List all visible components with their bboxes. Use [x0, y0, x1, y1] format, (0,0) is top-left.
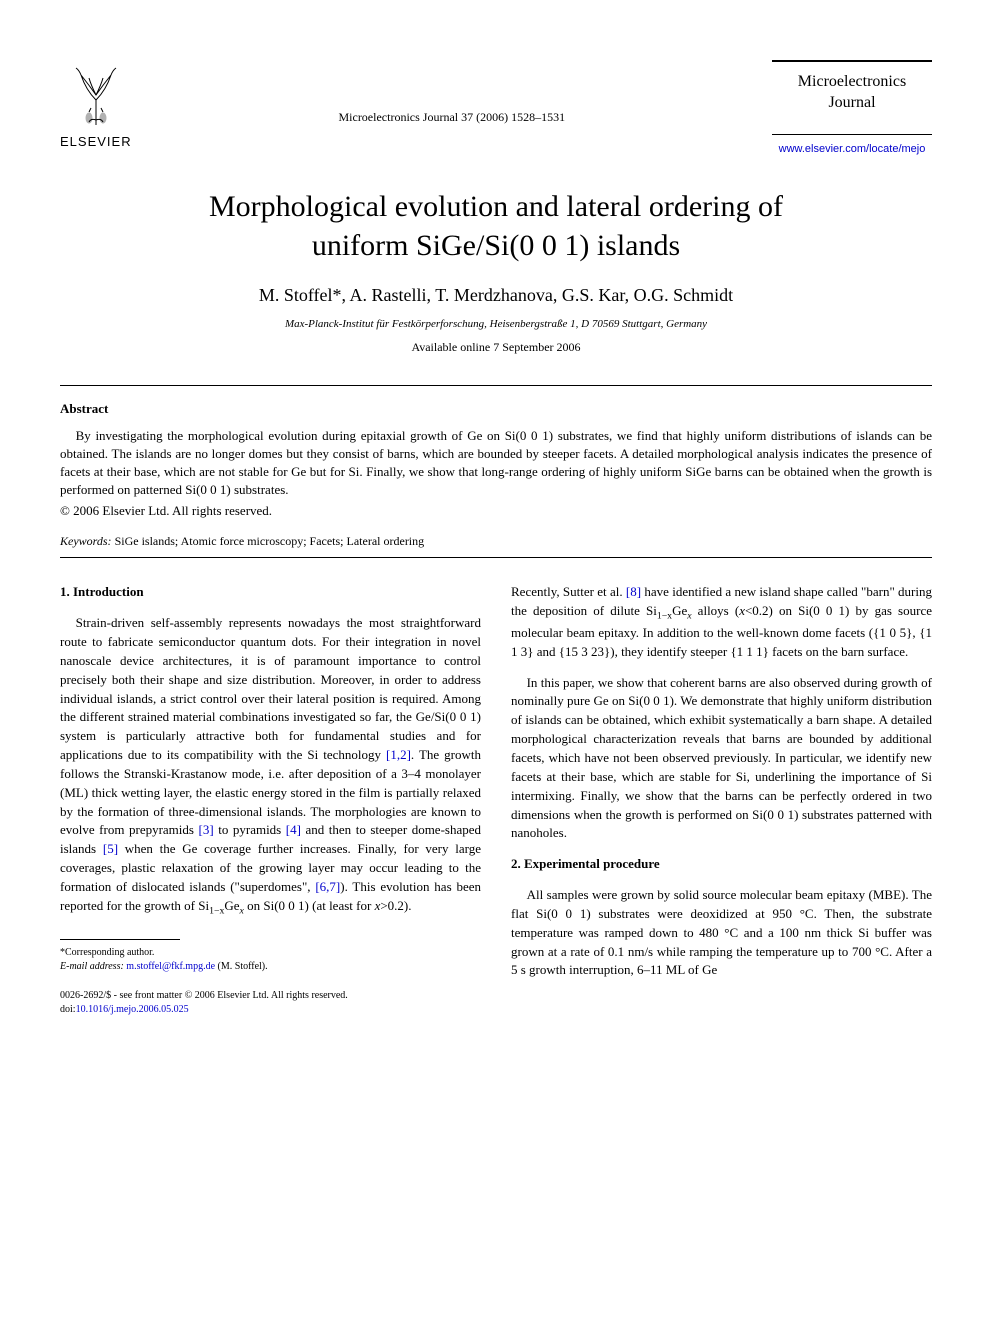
journal-title-block: Microelectronics Journal www.elsevier.co…	[772, 60, 932, 157]
journal-reference: Microelectronics Journal 37 (2006) 1528–…	[132, 60, 772, 125]
ref-link-1-2[interactable]: [1,2]	[386, 747, 411, 762]
corresponding-email-link[interactable]: m.stoffel@fkf.mpg.de	[126, 961, 215, 972]
section-2-heading: 2. Experimental procedure	[511, 855, 932, 874]
right-column: Recently, Sutter et al. [8] have identif…	[511, 583, 932, 1016]
divider	[60, 557, 932, 558]
footer-publication-info: 0026-2692/$ - see front matter © 2006 El…	[60, 989, 481, 1017]
section-1-heading: 1. Introduction	[60, 583, 481, 602]
elsevier-tree-icon	[61, 60, 131, 130]
divider	[60, 385, 932, 386]
experimental-paragraph: All samples were grown by solid source m…	[511, 886, 932, 980]
abstract-text: By investigating the morphological evolu…	[60, 427, 932, 500]
ref-link-5[interactable]: [5]	[103, 841, 118, 856]
journal-name: Microelectronics Journal	[772, 72, 932, 114]
intro-paragraph-2: In this paper, we show that coherent bar…	[511, 674, 932, 844]
left-column: 1. Introduction Strain-driven self-assem…	[60, 583, 481, 1016]
paper-title: Morphological evolution and lateral orde…	[60, 187, 932, 265]
abstract-heading: Abstract	[60, 401, 932, 417]
keywords: Keywords: SiGe islands; Atomic force mic…	[60, 534, 932, 549]
available-online: Available online 7 September 2006	[60, 340, 932, 355]
copyright: © 2006 Elsevier Ltd. All rights reserved…	[60, 503, 932, 519]
doi-link[interactable]: 10.1016/j.mejo.2006.05.025	[76, 1004, 189, 1015]
corresponding-author-note: *Corresponding author. E-mail address: m…	[60, 946, 481, 974]
ref-link-3[interactable]: [3]	[199, 822, 214, 837]
intro-paragraph-cont: Recently, Sutter et al. [8] have identif…	[511, 583, 932, 661]
affiliation: Max-Planck-Institut für Festkörperforsch…	[60, 318, 932, 330]
footnote-divider	[60, 939, 180, 940]
ref-link-4[interactable]: [4]	[286, 822, 301, 837]
authors: M. Stoffel*, A. Rastelli, T. Merdzhanova…	[60, 285, 932, 306]
intro-paragraph: Strain-driven self-assembly represents n…	[60, 614, 481, 918]
publisher-name: ELSEVIER	[60, 134, 132, 149]
publisher-logo: ELSEVIER	[60, 60, 132, 149]
ref-link-6-7[interactable]: [6,7]	[315, 879, 340, 894]
body-columns: 1. Introduction Strain-driven self-assem…	[60, 583, 932, 1016]
journal-url-link[interactable]: www.elsevier.com/locate/mejo	[779, 143, 926, 155]
page-header: ELSEVIER Microelectronics Journal 37 (20…	[60, 60, 932, 157]
ref-link-8[interactable]: [8]	[626, 584, 641, 599]
